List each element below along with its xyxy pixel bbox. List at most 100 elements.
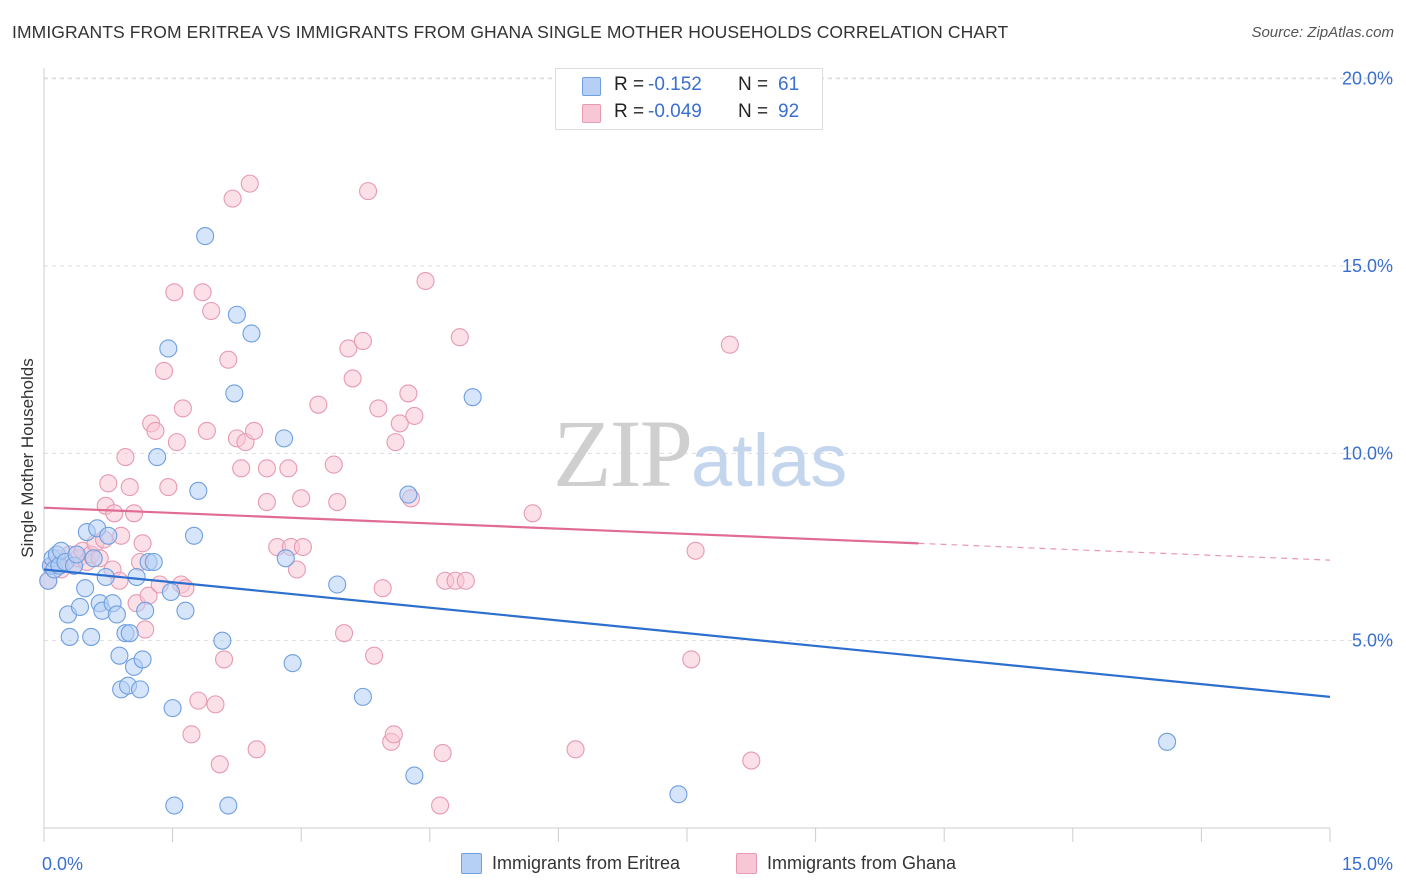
y-axis-label: Single Mother Households xyxy=(18,358,37,558)
legend-label-ghana: Immigrants from Ghana xyxy=(767,853,957,873)
ghana-point xyxy=(720,335,739,354)
eritrea-r-value: -0.152 xyxy=(648,74,702,95)
legend-swatch-ghana xyxy=(736,853,757,874)
legend-label-eritrea: Immigrants from Eritrea xyxy=(492,853,681,873)
r-label: R = xyxy=(614,101,645,122)
legend-item-eritrea[interactable]: Immigrants from Eritrea xyxy=(461,852,721,876)
ghana-point xyxy=(257,459,276,478)
x-tick-label: 15.0% xyxy=(1342,854,1393,874)
ghana-point xyxy=(386,433,405,452)
ghana-point xyxy=(146,421,165,440)
legend-item-ghana[interactable]: Immigrants from Ghana xyxy=(736,852,996,876)
ghana-point xyxy=(339,339,358,358)
correlation-stats-box: R = -0.152 N = 61 R = -0.049 N = 92 xyxy=(555,68,823,130)
eritrea-point xyxy=(148,448,167,467)
ghana-point xyxy=(390,414,409,433)
stats-row-eritrea: R = -0.152 N = 61 xyxy=(556,74,822,100)
ghana-point xyxy=(742,751,761,770)
eritrea-point xyxy=(189,481,208,500)
trend-lines xyxy=(43,506,1331,698)
ghana-point xyxy=(359,182,378,201)
eritrea-point xyxy=(70,597,90,617)
y-tick-label: 20.0% xyxy=(1342,69,1393,89)
ghana-point xyxy=(173,399,192,418)
ghana-point xyxy=(431,796,450,815)
eritrea-point xyxy=(353,687,372,706)
eritrea-point xyxy=(399,485,418,504)
ghana-point xyxy=(136,620,155,639)
ghana-point xyxy=(279,459,298,478)
eritrea-point xyxy=(227,305,246,324)
ghana-point xyxy=(287,560,306,579)
ghana-point xyxy=(343,369,362,388)
ghana-point xyxy=(193,283,212,302)
n-label: N = xyxy=(738,101,769,122)
eritrea-point xyxy=(328,575,347,594)
eritrea-n-value: 61 xyxy=(778,74,800,95)
eritrea-point xyxy=(76,579,95,598)
ghana-point xyxy=(167,433,186,452)
source-label: Source: ZipAtlas.com xyxy=(1251,24,1394,41)
ghana-point xyxy=(523,504,542,523)
ghana-r-value: -0.049 xyxy=(648,101,702,122)
eritrea-point xyxy=(213,631,232,650)
eritrea-point xyxy=(242,324,261,343)
eritrea-point xyxy=(144,552,163,572)
ghana-point xyxy=(257,493,276,512)
watermark-zip: ZIP xyxy=(553,400,693,507)
ghana-point xyxy=(99,474,118,493)
ghana-point xyxy=(202,301,221,321)
ghana-point xyxy=(399,384,418,403)
ghana-point xyxy=(154,361,174,380)
ghana-point xyxy=(456,571,475,590)
eritrea-point xyxy=(161,582,180,602)
ghana-point xyxy=(232,459,251,478)
eritrea-point xyxy=(184,526,204,545)
eritrea-point xyxy=(405,766,424,785)
eritrea-point xyxy=(163,699,182,718)
ghana-point xyxy=(120,478,139,497)
ghana-point xyxy=(433,744,452,763)
ghana-swatch xyxy=(582,104,601,123)
r-label: R = xyxy=(614,74,645,95)
ghana-point xyxy=(365,646,384,665)
x-tick-label: 0.0% xyxy=(42,854,83,874)
eritrea-swatch xyxy=(582,77,601,96)
ghana-point xyxy=(309,395,328,414)
ghana-point xyxy=(159,478,178,497)
eritrea-point xyxy=(84,549,103,568)
eritrea-point xyxy=(1158,732,1177,751)
eritrea-point xyxy=(82,627,101,646)
n-label: N = xyxy=(738,74,769,95)
eritrea-point xyxy=(159,339,178,358)
ghana-point xyxy=(133,534,152,553)
ghana-point xyxy=(353,331,372,351)
ghana-point xyxy=(165,283,184,302)
ghana-trend-line xyxy=(43,506,919,545)
ghana-point xyxy=(328,493,347,512)
gridlines xyxy=(44,77,1392,642)
ghana-point xyxy=(189,691,208,710)
ghana-point xyxy=(219,350,238,369)
eritrea-point xyxy=(225,384,244,403)
watermark-atlas: atlas xyxy=(691,419,848,502)
eritrea-point xyxy=(136,601,155,620)
tick-labels: 5.0% 10.0% 15.0% 20.0% 0.0% 15.0% xyxy=(42,69,1393,874)
watermark: ZIPatlas xyxy=(553,398,847,509)
eritrea-point xyxy=(176,601,195,620)
ghana-point xyxy=(223,189,242,208)
eritrea-point xyxy=(67,545,86,564)
ghana-point xyxy=(373,579,392,598)
ghana-point xyxy=(182,725,201,744)
eritrea-point xyxy=(110,646,129,665)
ghana-point xyxy=(682,650,701,669)
ghana-point xyxy=(247,740,266,759)
eritrea-trend-line xyxy=(43,568,1331,698)
ghana-point xyxy=(105,504,124,523)
eritrea-point xyxy=(219,796,238,815)
eritrea-point xyxy=(165,796,184,815)
y-tick-label: 5.0% xyxy=(1352,631,1393,651)
y-tick-label: 15.0% xyxy=(1342,256,1393,276)
ghana-point xyxy=(240,174,259,193)
